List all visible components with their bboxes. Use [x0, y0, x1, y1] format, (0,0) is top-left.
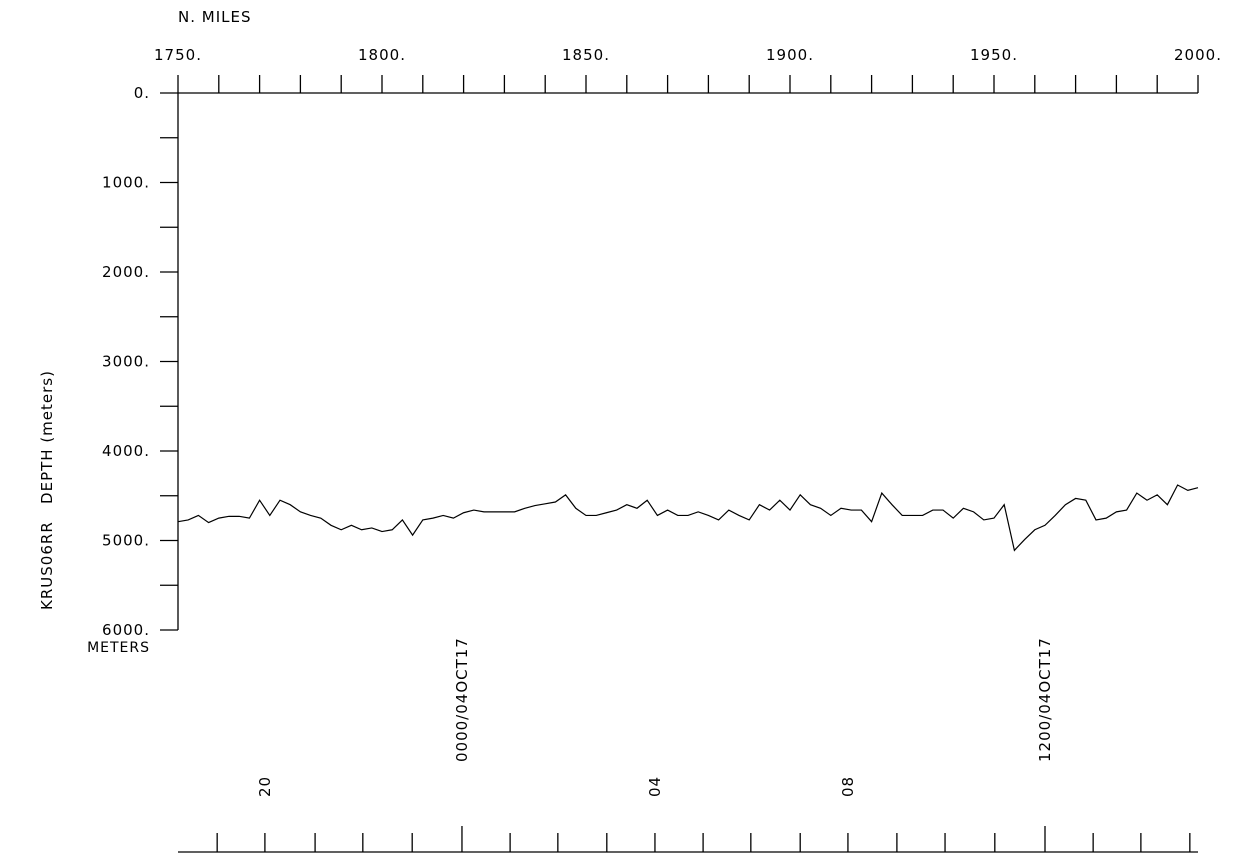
- y-tick-label: 3000.: [102, 353, 150, 371]
- y-tick-label: 1000.: [102, 174, 150, 192]
- x-tick-label: 1800.: [358, 46, 406, 64]
- y-tick-label: 6000.: [102, 621, 150, 639]
- y-unit: METERS: [87, 640, 150, 656]
- x-tick-label: 1900.: [766, 46, 814, 64]
- depth-line: [177, 484, 1199, 552]
- x-tick-label: 1950.: [970, 46, 1018, 64]
- x-tick-label: 2000.: [1174, 46, 1222, 64]
- y-tick-label: 0.: [134, 84, 150, 102]
- y-tick-label: 5000.: [102, 532, 150, 550]
- x-axis-title: N. MILES: [178, 8, 251, 26]
- y-tick-label: 2000.: [102, 263, 150, 281]
- time-tick-label: 04: [646, 776, 664, 797]
- y-axis-title: KRUS06RR DEPTH (meters): [38, 370, 56, 610]
- y-tick-label: 4000.: [102, 442, 150, 460]
- time-tick-label: 0000/04OCT17: [453, 637, 471, 762]
- time-tick-label: 08: [839, 776, 857, 797]
- time-tick-label: 1200/04OCT17: [1036, 637, 1054, 762]
- x-tick-label: 1750.: [154, 46, 202, 64]
- x-tick-label: 1850.: [562, 46, 610, 64]
- time-tick-label: 20: [256, 776, 274, 797]
